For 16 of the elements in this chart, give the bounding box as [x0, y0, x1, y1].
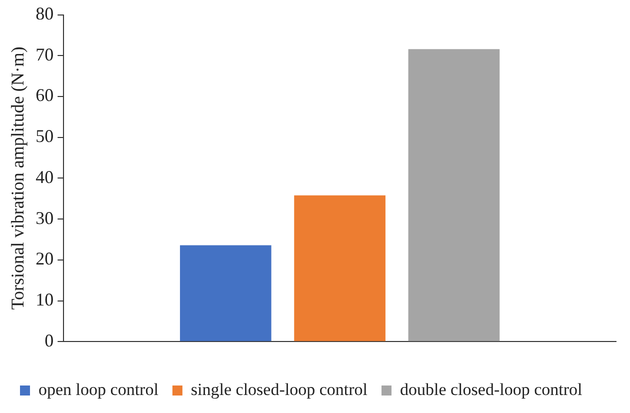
y-tick-label: 60 — [36, 85, 54, 106]
y-tick-label: 20 — [36, 248, 54, 269]
legend-label: single closed-loop control — [190, 380, 368, 399]
legend-label: open loop control — [38, 380, 159, 399]
bar — [180, 245, 272, 342]
y-tick-label: 0 — [44, 330, 54, 350]
y-tick-label: 40 — [36, 166, 54, 187]
y-axis-title: Torsional vibration amplitude (N·m) — [8, 46, 28, 310]
bar — [294, 195, 386, 342]
y-tick-label: 50 — [36, 126, 54, 146]
y-tick-label: 80 — [36, 4, 54, 24]
y-tick-label: 70 — [36, 44, 54, 64]
bar — [408, 49, 500, 342]
y-tick-label: 30 — [36, 208, 54, 228]
y-tick-label: 10 — [36, 289, 54, 310]
legend-label: double closed-loop control — [400, 380, 583, 399]
